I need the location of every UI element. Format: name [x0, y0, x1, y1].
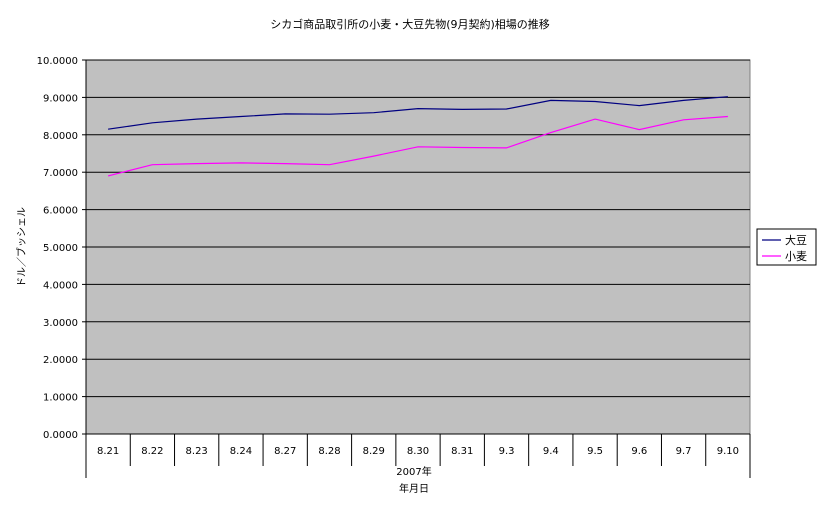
- x-tick-label: 9.6: [631, 446, 647, 457]
- x-tick-label: 8.27: [274, 446, 296, 457]
- y-tick-label: 2.0000: [43, 355, 78, 366]
- x-tick-label: 8.30: [407, 446, 429, 457]
- chart-title: シカゴ商品取引所の小麦・大豆先物(9月契約)相場の推移: [270, 17, 550, 31]
- x-tick-label: 9.7: [676, 446, 692, 457]
- x-tick-label: 8.31: [451, 446, 473, 457]
- series-line-大豆: [108, 96, 728, 130]
- x-tick-label: 9.10: [717, 446, 739, 457]
- y-tick-label: 7.0000: [43, 168, 78, 179]
- y-tick-label: 4.0000: [43, 280, 78, 291]
- y-tick-label: 6.0000: [43, 206, 78, 217]
- series-line-小麦: [107, 115, 728, 177]
- x-tick-label: 8.28: [318, 446, 340, 457]
- y-axis-label: ドル／ブッシェル: [15, 207, 28, 287]
- x-tick-label: 8.22: [141, 446, 163, 457]
- series-lines: [107, 96, 728, 177]
- legend-label: 大豆: [785, 233, 807, 247]
- legend-label: 小麦: [785, 250, 807, 263]
- x-axis-label-year: 2007年: [396, 465, 431, 478]
- x-tick-label: 9.4: [543, 446, 559, 457]
- y-tick-label: 0.0000: [43, 430, 78, 441]
- x-tick-label: 8.24: [230, 446, 252, 457]
- x-axis-category-table: 8.21 8.22 8.23 8.24 8.27 8.28 8.29 8.30 8.31 9.3 9…: [85, 433, 751, 478]
- y-tick-label: 9.0000: [43, 93, 78, 104]
- y-axis-ticks: 0.0000 1.0000 2.0000 3.0000 4.0000 5.0000 6.00…: [37, 56, 87, 441]
- x-tick-label: 8.29: [363, 446, 385, 457]
- y-tick-label: 3.0000: [43, 318, 78, 329]
- y-tick-label: 10.0000: [37, 56, 78, 67]
- x-tick-label: 9.5: [587, 446, 603, 457]
- legend-box: [756, 228, 817, 266]
- x-tick-label: 8.21: [97, 446, 119, 457]
- y-tick-label: 5.0000: [43, 243, 78, 254]
- x-tick-label: 9.3: [499, 446, 515, 457]
- y-tick-label: 1.0000: [43, 393, 78, 404]
- y-tick-label: 8.0000: [43, 131, 78, 142]
- x-axis-label: 年月日: [399, 482, 429, 495]
- x-tick-label: 8.23: [186, 446, 208, 457]
